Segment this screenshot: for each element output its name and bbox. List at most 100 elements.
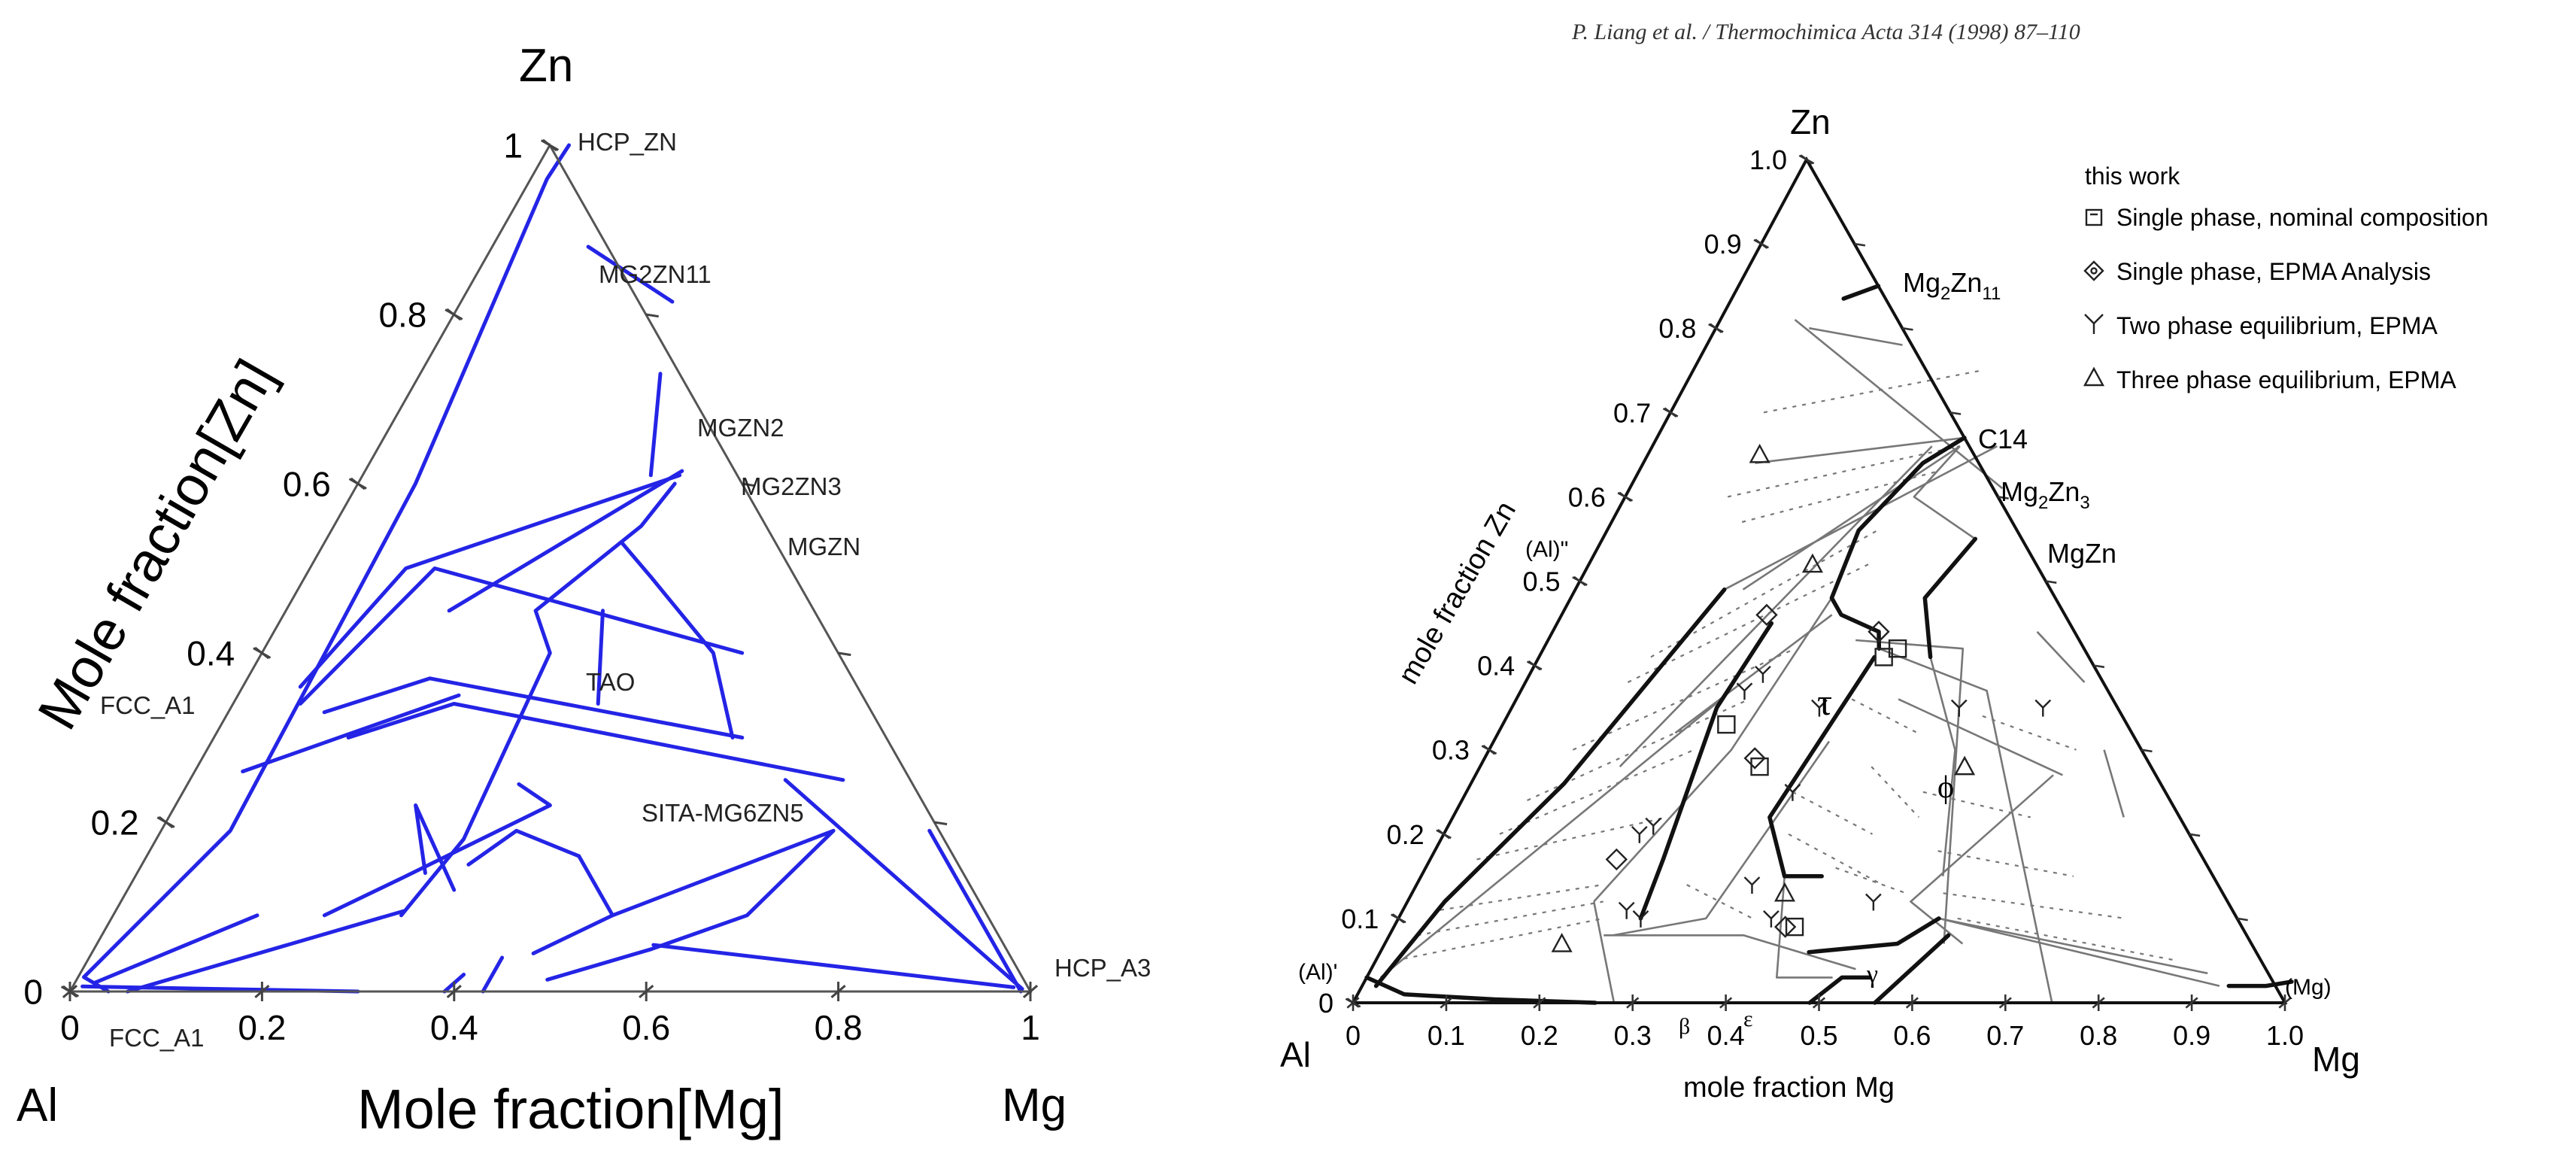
phase-boundary-line xyxy=(596,609,605,706)
tie-line xyxy=(1572,648,1796,751)
tie-line xyxy=(1499,749,1695,835)
square-symbol-icon xyxy=(2085,208,2103,226)
right-label-tau: τ xyxy=(1817,681,1832,723)
zn-tick xyxy=(1755,238,1768,249)
phase-boundary-line xyxy=(322,676,745,739)
mg-tick xyxy=(639,985,654,998)
triangle-marker xyxy=(1749,443,1770,463)
tie-line xyxy=(1943,892,2125,919)
y-marker xyxy=(1811,699,1828,717)
zn-tick-label: 0.7 xyxy=(1613,397,1651,428)
citation: P. Liang et al. / Thermochimica Acta 314… xyxy=(1571,20,2080,44)
phase-boundary-line xyxy=(620,541,735,739)
square-marker xyxy=(1750,757,1769,776)
left-phase-boundaries xyxy=(80,143,1024,994)
y-marker xyxy=(2034,699,2052,717)
zn-tick xyxy=(1664,407,1677,418)
side-tick xyxy=(1998,496,2009,500)
diamond-marker xyxy=(1868,621,1890,643)
mg-tick xyxy=(2092,997,2105,1009)
grey-phase-boundary xyxy=(1855,639,1965,944)
phase-boundary-line xyxy=(481,955,505,994)
mg-tick xyxy=(830,985,846,998)
phase-boundary-line xyxy=(414,803,457,892)
tie-line xyxy=(1871,766,1920,818)
mg-tick-label: 0 xyxy=(60,1008,80,1047)
y-marker xyxy=(1755,665,1771,683)
tie-line xyxy=(1440,884,1604,911)
triangle-marker xyxy=(1773,882,1796,902)
phase-boundary-line xyxy=(651,943,1016,989)
phase-label: HCP_A3 xyxy=(1054,954,1151,982)
legend: this work Single phase, nominal composit… xyxy=(2083,162,2489,393)
right-data-markers xyxy=(1551,443,2052,952)
right-label-c14: C14 xyxy=(1978,424,2028,454)
mg-tick-label: 0.8 xyxy=(2080,1020,2117,1051)
right-label-beta: β xyxy=(1679,1014,1690,1039)
left-ternary-diagram: 0 0.2 0.4 0.6 0.8 1 0 0.2 0.4 0.6 0.8 1 HCP_ZN MG2ZN… xyxy=(17,40,1151,1140)
mg-tick-label: 1.0 xyxy=(2266,1020,2304,1051)
phase-boundary-line xyxy=(586,244,675,304)
left-triangle-frame xyxy=(68,142,1033,993)
tie-line xyxy=(1727,445,1961,498)
zn-tick-label: 0.9 xyxy=(1704,229,1742,260)
mg-tick xyxy=(1440,997,1453,1009)
tie-line xyxy=(1982,715,2077,751)
phase-boundary-line xyxy=(531,854,614,955)
phase-label: SITA-MG6ZN5 xyxy=(642,799,804,827)
zn-tick xyxy=(1528,660,1541,671)
zn-tick xyxy=(1709,323,1722,333)
zn-tick xyxy=(1437,829,1451,840)
tie-line xyxy=(1835,867,1907,894)
mg-tick xyxy=(1533,997,1546,1009)
right-tick-labels: 0 0.1 0.2 0.3 0.4 0.5 0.6 0.7 0.8 0.9 1.0 0 0.1 0.2 0.… xyxy=(1318,144,2304,1051)
tie-line xyxy=(1476,816,1667,861)
zn-tick-label: 0.8 xyxy=(378,296,426,335)
zn-tick-label: 0.3 xyxy=(1432,735,1470,766)
bold-phase-boundary xyxy=(1364,975,1597,1005)
legend-item-diamond: Single phase, EPMA Analysis xyxy=(2083,258,2431,285)
bold-phase-boundary xyxy=(2226,979,2294,988)
triangle-symbol-icon xyxy=(2083,366,2105,387)
triangle-marker xyxy=(1801,553,1823,573)
zn-tick xyxy=(1619,491,1632,503)
zn-tick-label: 0.2 xyxy=(1387,819,1425,850)
phase-boundary-line xyxy=(545,828,836,982)
tie-line xyxy=(1937,850,2074,877)
right-label-mg: (Mg) xyxy=(2285,975,2332,1000)
tie-line xyxy=(1788,833,1883,886)
grey-phase-boundary xyxy=(1604,934,1856,970)
mg-tick-label: 0.6 xyxy=(622,1008,670,1047)
zn-tick-label: 0.5 xyxy=(1522,566,1560,597)
phase-label: MG2ZN3 xyxy=(741,472,842,500)
grey-phase-boundary xyxy=(1742,445,1961,591)
grey-phase-boundary xyxy=(1878,647,2053,1004)
phase-boundary-line xyxy=(241,693,461,773)
zn-tick-label: 0.6 xyxy=(283,465,331,504)
diamond-symbol-icon xyxy=(2083,260,2104,281)
mg-tick-label: 0.4 xyxy=(1707,1020,1745,1051)
y-marker xyxy=(1632,910,1649,928)
mg-tick xyxy=(2185,997,2198,1009)
mg-tick xyxy=(1812,997,1826,1009)
zn-tick-label: 1 xyxy=(503,126,523,165)
right-tick-marks xyxy=(1345,154,2292,1011)
grey-phase-boundary xyxy=(2036,630,2086,683)
bold-phase-boundary xyxy=(1373,587,1727,988)
right-label-phi: ϕ xyxy=(1937,770,1954,805)
phase-label: TAO xyxy=(586,668,635,696)
right-vertex-zn: Zn xyxy=(1790,102,1831,141)
phase-label: FCC_A1 xyxy=(100,691,196,719)
zn-tick-label: 1.0 xyxy=(1749,144,1787,175)
y-marker xyxy=(1763,910,1780,928)
tie-line xyxy=(1417,900,1604,937)
grey-phase-boundary xyxy=(1898,698,2063,776)
bold-phase-boundary xyxy=(1873,933,1951,1005)
bold-phase-boundary xyxy=(1807,975,1872,1005)
side-tick xyxy=(2237,917,2248,922)
bold-phase-boundary xyxy=(1638,621,1774,921)
right-label-mgzn: MgZn xyxy=(2047,538,2116,569)
left-vertex-mg: Mg xyxy=(1002,1080,1067,1131)
mg-tick-label: 0.5 xyxy=(1800,1020,1837,1051)
